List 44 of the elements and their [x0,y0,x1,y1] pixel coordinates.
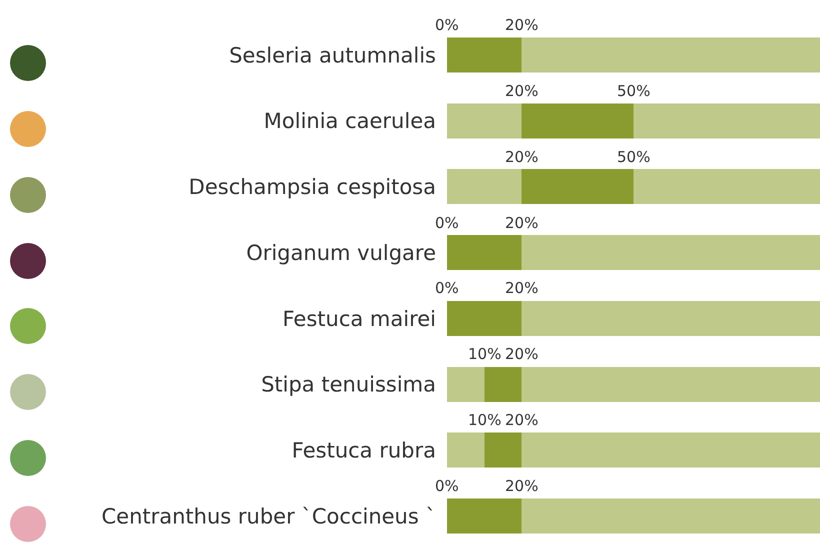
y-tick-label: Origanum vulgare [246,240,436,265]
annotation: 10% [468,345,502,363]
bar [522,235,820,270]
annotation: 0% [435,214,459,232]
y-tick-label: Molinia caerulea [264,109,436,134]
bar [447,300,522,336]
bar [634,103,820,138]
bar [447,37,522,72]
bar [447,498,522,534]
annotation: 20% [505,411,538,429]
annotation: 20% [505,477,538,495]
y-tick-label: Sesleria autumnalis [229,43,436,68]
annotation: 0% [435,16,459,34]
annotation: 20% [505,345,538,363]
y-tick-label: Festuca mairei [282,306,436,331]
annotation: 0% [435,477,459,495]
annotation: 10% [468,411,502,429]
bar [522,300,820,336]
annotation: 20% [505,279,538,297]
bar [447,169,522,204]
bar [447,432,484,468]
y-tick-label: Deschampsia cespitosa [188,175,436,200]
y-tick-label: Stipa tenuissima [261,372,436,397]
annotation: 0% [435,279,459,297]
annotation: 20% [505,148,538,166]
annotation: 20% [505,214,538,232]
annotation: 20% [505,16,538,34]
bar [522,103,634,138]
annotation: 50% [617,82,650,100]
bar [447,103,522,138]
bar [447,235,522,270]
bar [484,366,522,402]
bar [522,498,820,534]
bar [447,366,484,402]
annotation: 50% [617,148,650,166]
bar [522,366,820,402]
bar [522,37,820,72]
annotation: 20% [505,82,538,100]
bar [484,432,522,468]
y-tick-label: Festuca rubra [292,438,436,463]
bar [634,169,820,204]
bar [522,169,634,204]
y-tick-label: Centranthus ruber `Coccineus ` [101,504,436,528]
bar [522,432,820,468]
